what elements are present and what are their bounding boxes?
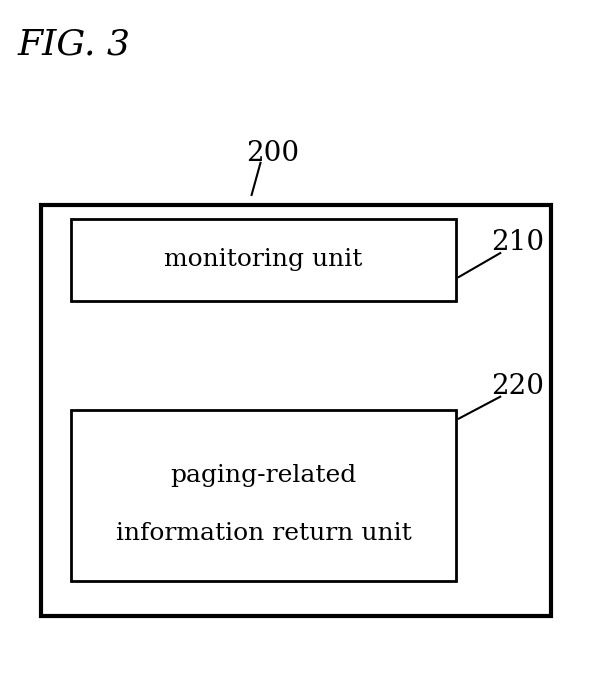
Bar	[71, 410, 456, 581]
Text: monitoring unit: monitoring unit	[164, 248, 363, 272]
Text: 210: 210	[491, 229, 545, 256]
Text: information return unit: information return unit	[115, 522, 411, 545]
Text: 220: 220	[491, 373, 545, 400]
Text: 200: 200	[246, 140, 299, 168]
Text: paging-related: paging-related	[170, 464, 356, 487]
Bar	[71, 219, 456, 301]
Text: FIG. 3: FIG. 3	[18, 27, 131, 62]
Bar	[41, 205, 551, 616]
